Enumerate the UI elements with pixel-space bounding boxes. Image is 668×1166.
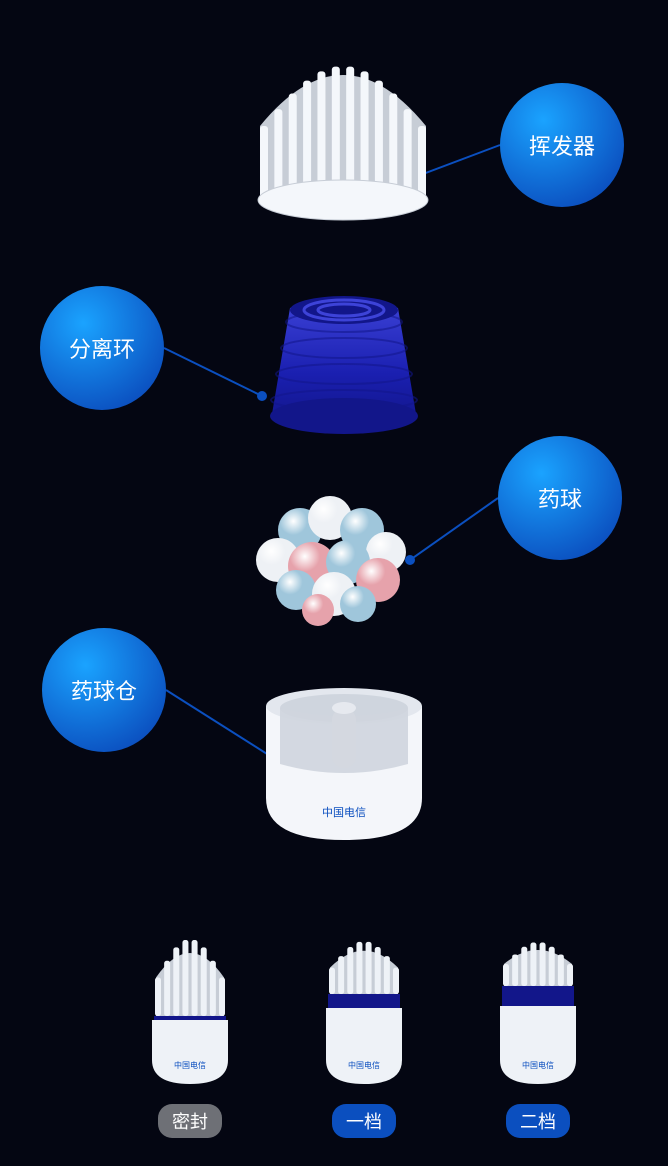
assembled-label-0: 密封 xyxy=(158,1104,222,1138)
callout-separator_ring: 分离环 xyxy=(40,286,164,410)
part-chamber: 中国电信 xyxy=(258,678,430,846)
callout-evaporator: 挥发器 xyxy=(500,83,624,207)
assembled-1: 中国电信一档 xyxy=(316,940,412,1138)
chamber-brand: 中国电信 xyxy=(258,804,430,820)
assembled-2: 中国电信二档 xyxy=(490,940,586,1138)
part-separator-ring xyxy=(260,290,428,440)
callout-line-separator_ring xyxy=(164,347,263,397)
svg-text:中国电信: 中国电信 xyxy=(348,1060,380,1070)
part-evaporator xyxy=(250,60,436,222)
callout-drug_ball: 药球 xyxy=(498,436,622,560)
callout-chamber: 药球仓 xyxy=(42,628,166,752)
assembled-label-2: 二档 xyxy=(506,1104,570,1138)
part-drug-balls xyxy=(250,480,430,640)
svg-text:中国电信: 中国电信 xyxy=(522,1060,554,1070)
svg-text:中国电信: 中国电信 xyxy=(174,1060,206,1070)
assembled-0: 中国电信密封 xyxy=(142,940,238,1138)
assembled-label-1: 一档 xyxy=(332,1104,396,1138)
